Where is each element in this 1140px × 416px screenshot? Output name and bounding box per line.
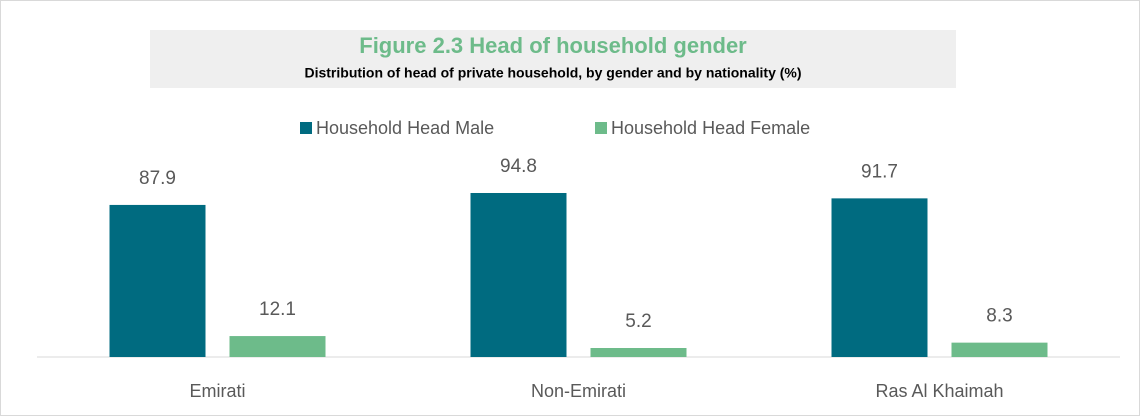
title-box [150, 30, 956, 88]
x-tick-label: Non-Emirati [531, 381, 626, 401]
value-label: 87.9 [139, 168, 176, 189]
bar [590, 348, 687, 357]
value-label: 94.8 [500, 156, 537, 177]
chart-subtitle: Distribution of head of private househol… [304, 65, 801, 81]
bar [951, 342, 1048, 357]
chart-title: Figure 2.3 Head of household gender [359, 33, 747, 58]
value-label: 91.7 [861, 161, 898, 182]
value-label: 12.1 [259, 299, 296, 320]
value-label: 8.3 [986, 306, 1012, 327]
legend-swatch [300, 122, 312, 134]
bar [109, 204, 206, 357]
x-tick-label: Ras Al Khaimah [875, 381, 1003, 401]
x-tick-label: Emirati [189, 381, 245, 401]
bar [470, 192, 567, 357]
bar [229, 336, 326, 357]
legend-label: Household Head Male [316, 118, 494, 138]
legend-swatch [595, 122, 607, 134]
bar [831, 198, 928, 357]
legend-label: Household Head Female [611, 118, 810, 138]
value-label: 5.2 [625, 311, 651, 332]
